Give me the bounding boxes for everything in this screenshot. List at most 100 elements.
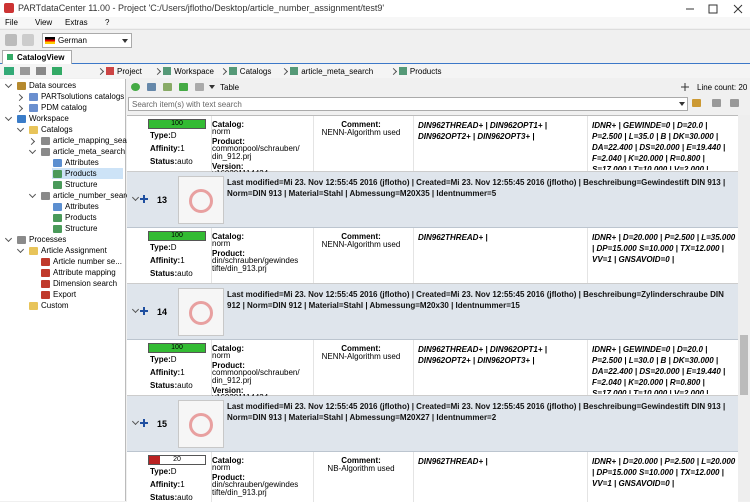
expand-icon[interactable]: [140, 307, 148, 315]
window-controls[interactable]: [680, 0, 750, 17]
crumb[interactable]: article_meta_search: [301, 67, 374, 76]
tree-label[interactable]: Processes: [29, 235, 67, 244]
add-line-icon[interactable]: [680, 82, 690, 92]
language-dropdown[interactable]: German: [42, 33, 132, 48]
forward-button[interactable]: [22, 34, 34, 46]
affinity-label: 100: [171, 232, 183, 239]
no-image-icon: [189, 413, 213, 437]
column-divider: [413, 452, 414, 502]
affinity-label: 100: [171, 344, 183, 351]
tree-label[interactable]: Export: [53, 290, 77, 299]
tool-icon[interactable]: [163, 83, 172, 91]
tab-icon: [7, 54, 13, 60]
field: Type:D: [150, 243, 177, 252]
crumb[interactable]: Catalogs: [239, 67, 272, 76]
tree-icon: [17, 236, 26, 244]
item-row: 20 Type:D Affinity:1 Status:auto Catalog: nor…: [127, 452, 738, 502]
nav-icon: [4, 67, 14, 75]
tree-label[interactable]: Structure: [65, 224, 98, 233]
expander: [28, 190, 37, 199]
tree-icon: [53, 181, 62, 189]
tree-icon: [53, 170, 62, 178]
group-number: 15: [157, 419, 168, 429]
crumb-icon: [290, 67, 299, 75]
crumb-icon: [106, 67, 114, 75]
settings-icon[interactable]: [730, 99, 739, 107]
thumbnail: [178, 176, 224, 224]
crumb[interactable]: Workspace: [174, 67, 214, 76]
catalog-value: norm: [212, 351, 231, 360]
crumb-icon: [163, 67, 172, 75]
settings-icon[interactable]: [712, 99, 721, 107]
tree-label[interactable]: PDM catalog: [41, 103, 87, 112]
group-info: Last modified=Mi 23. Nov 12:55:45 2016 (…: [227, 402, 726, 422]
tool-icon[interactable]: [195, 83, 204, 91]
field-value: D: [170, 243, 177, 252]
tree-label[interactable]: Dimension search: [53, 279, 118, 288]
tree-icon: [17, 115, 26, 123]
expander: [16, 245, 25, 254]
group-row: 15 Last modified=Mi 23. Nov 12:55:45 2016…: [127, 396, 738, 452]
tree-label[interactable]: Attributes: [65, 202, 99, 211]
menu-item[interactable]: Extras: [65, 18, 88, 27]
catalog-label: Version:: [212, 386, 244, 395]
collapse-toggle[interactable]: [131, 305, 140, 314]
expander: [4, 234, 13, 243]
main-toolbar: German: [0, 29, 750, 50]
tree-icon: [17, 82, 26, 90]
tree-icon: [53, 214, 62, 222]
field: Status:auto: [150, 269, 193, 278]
collapse-toggle[interactable]: [131, 193, 140, 202]
expand-icon[interactable]: [140, 419, 148, 427]
tree-label[interactable]: article_meta_search: [53, 147, 126, 156]
tree-label[interactable]: Custom: [41, 301, 69, 310]
tab[interactable]: CatalogView: [2, 50, 72, 64]
catalog-value: norm: [212, 239, 231, 248]
comment-value: NENN-Algorithm used: [321, 240, 401, 249]
scrollbar-thumb[interactable]: [740, 335, 748, 395]
tree-label[interactable]: article_mapping_searc...: [53, 136, 141, 145]
tree-label[interactable]: Products: [65, 169, 97, 178]
selection: [52, 168, 123, 179]
comment-value: NENN-Algorithm used: [321, 128, 401, 137]
scrollbar[interactable]: [738, 115, 750, 501]
menu-item[interactable]: File: [5, 18, 18, 27]
tree-label[interactable]: Attribute mapping: [53, 268, 116, 277]
field-value: 1: [180, 480, 185, 489]
column-divider: [587, 340, 588, 395]
tree-label[interactable]: Structure: [65, 180, 98, 189]
tree-label[interactable]: Attributes: [65, 158, 99, 167]
crumb-separator: [154, 67, 162, 76]
expander: [16, 124, 25, 133]
view-mode[interactable]: Table: [220, 83, 240, 92]
field-label: Affinity:: [150, 144, 181, 153]
field: Affinity:1: [150, 144, 185, 153]
column-divider: [587, 116, 588, 171]
tree-label[interactable]: article_number_search: [53, 191, 135, 200]
menu-item[interactable]: ?: [105, 18, 110, 27]
back-button[interactable]: [5, 34, 17, 46]
tree-label[interactable]: PARTsolutions catalogs: [41, 92, 125, 101]
field-value: auto: [177, 157, 193, 166]
collapse-toggle[interactable]: [131, 417, 140, 426]
crumb-separator: [281, 67, 289, 76]
catalog-label: Catalog:: [212, 232, 244, 241]
crumb[interactable]: Products: [409, 67, 442, 76]
field-label: Type:: [150, 131, 171, 140]
field: Affinity:1: [150, 368, 185, 377]
tree-label[interactable]: Products: [65, 213, 97, 222]
tool-icon[interactable]: [147, 83, 156, 91]
comment-value: NB-Algorithm used: [327, 464, 395, 473]
menu-item[interactable]: View: [35, 18, 53, 27]
expand-icon[interactable]: [140, 195, 148, 203]
tree-label[interactable]: Article number se...: [53, 257, 122, 266]
search-icon[interactable]: [692, 99, 701, 107]
tree-label[interactable]: Data sources: [29, 81, 77, 90]
tree-label[interactable]: Article Assignment: [41, 246, 107, 255]
crumb[interactable]: Project: [117, 67, 142, 76]
search-box[interactable]: Search item(s) with text search: [128, 97, 688, 111]
tree-label[interactable]: Workspace: [29, 114, 69, 123]
refresh-icon[interactable]: [179, 83, 188, 91]
add-icon[interactable]: [131, 83, 140, 91]
tree-label[interactable]: Catalogs: [41, 125, 73, 134]
